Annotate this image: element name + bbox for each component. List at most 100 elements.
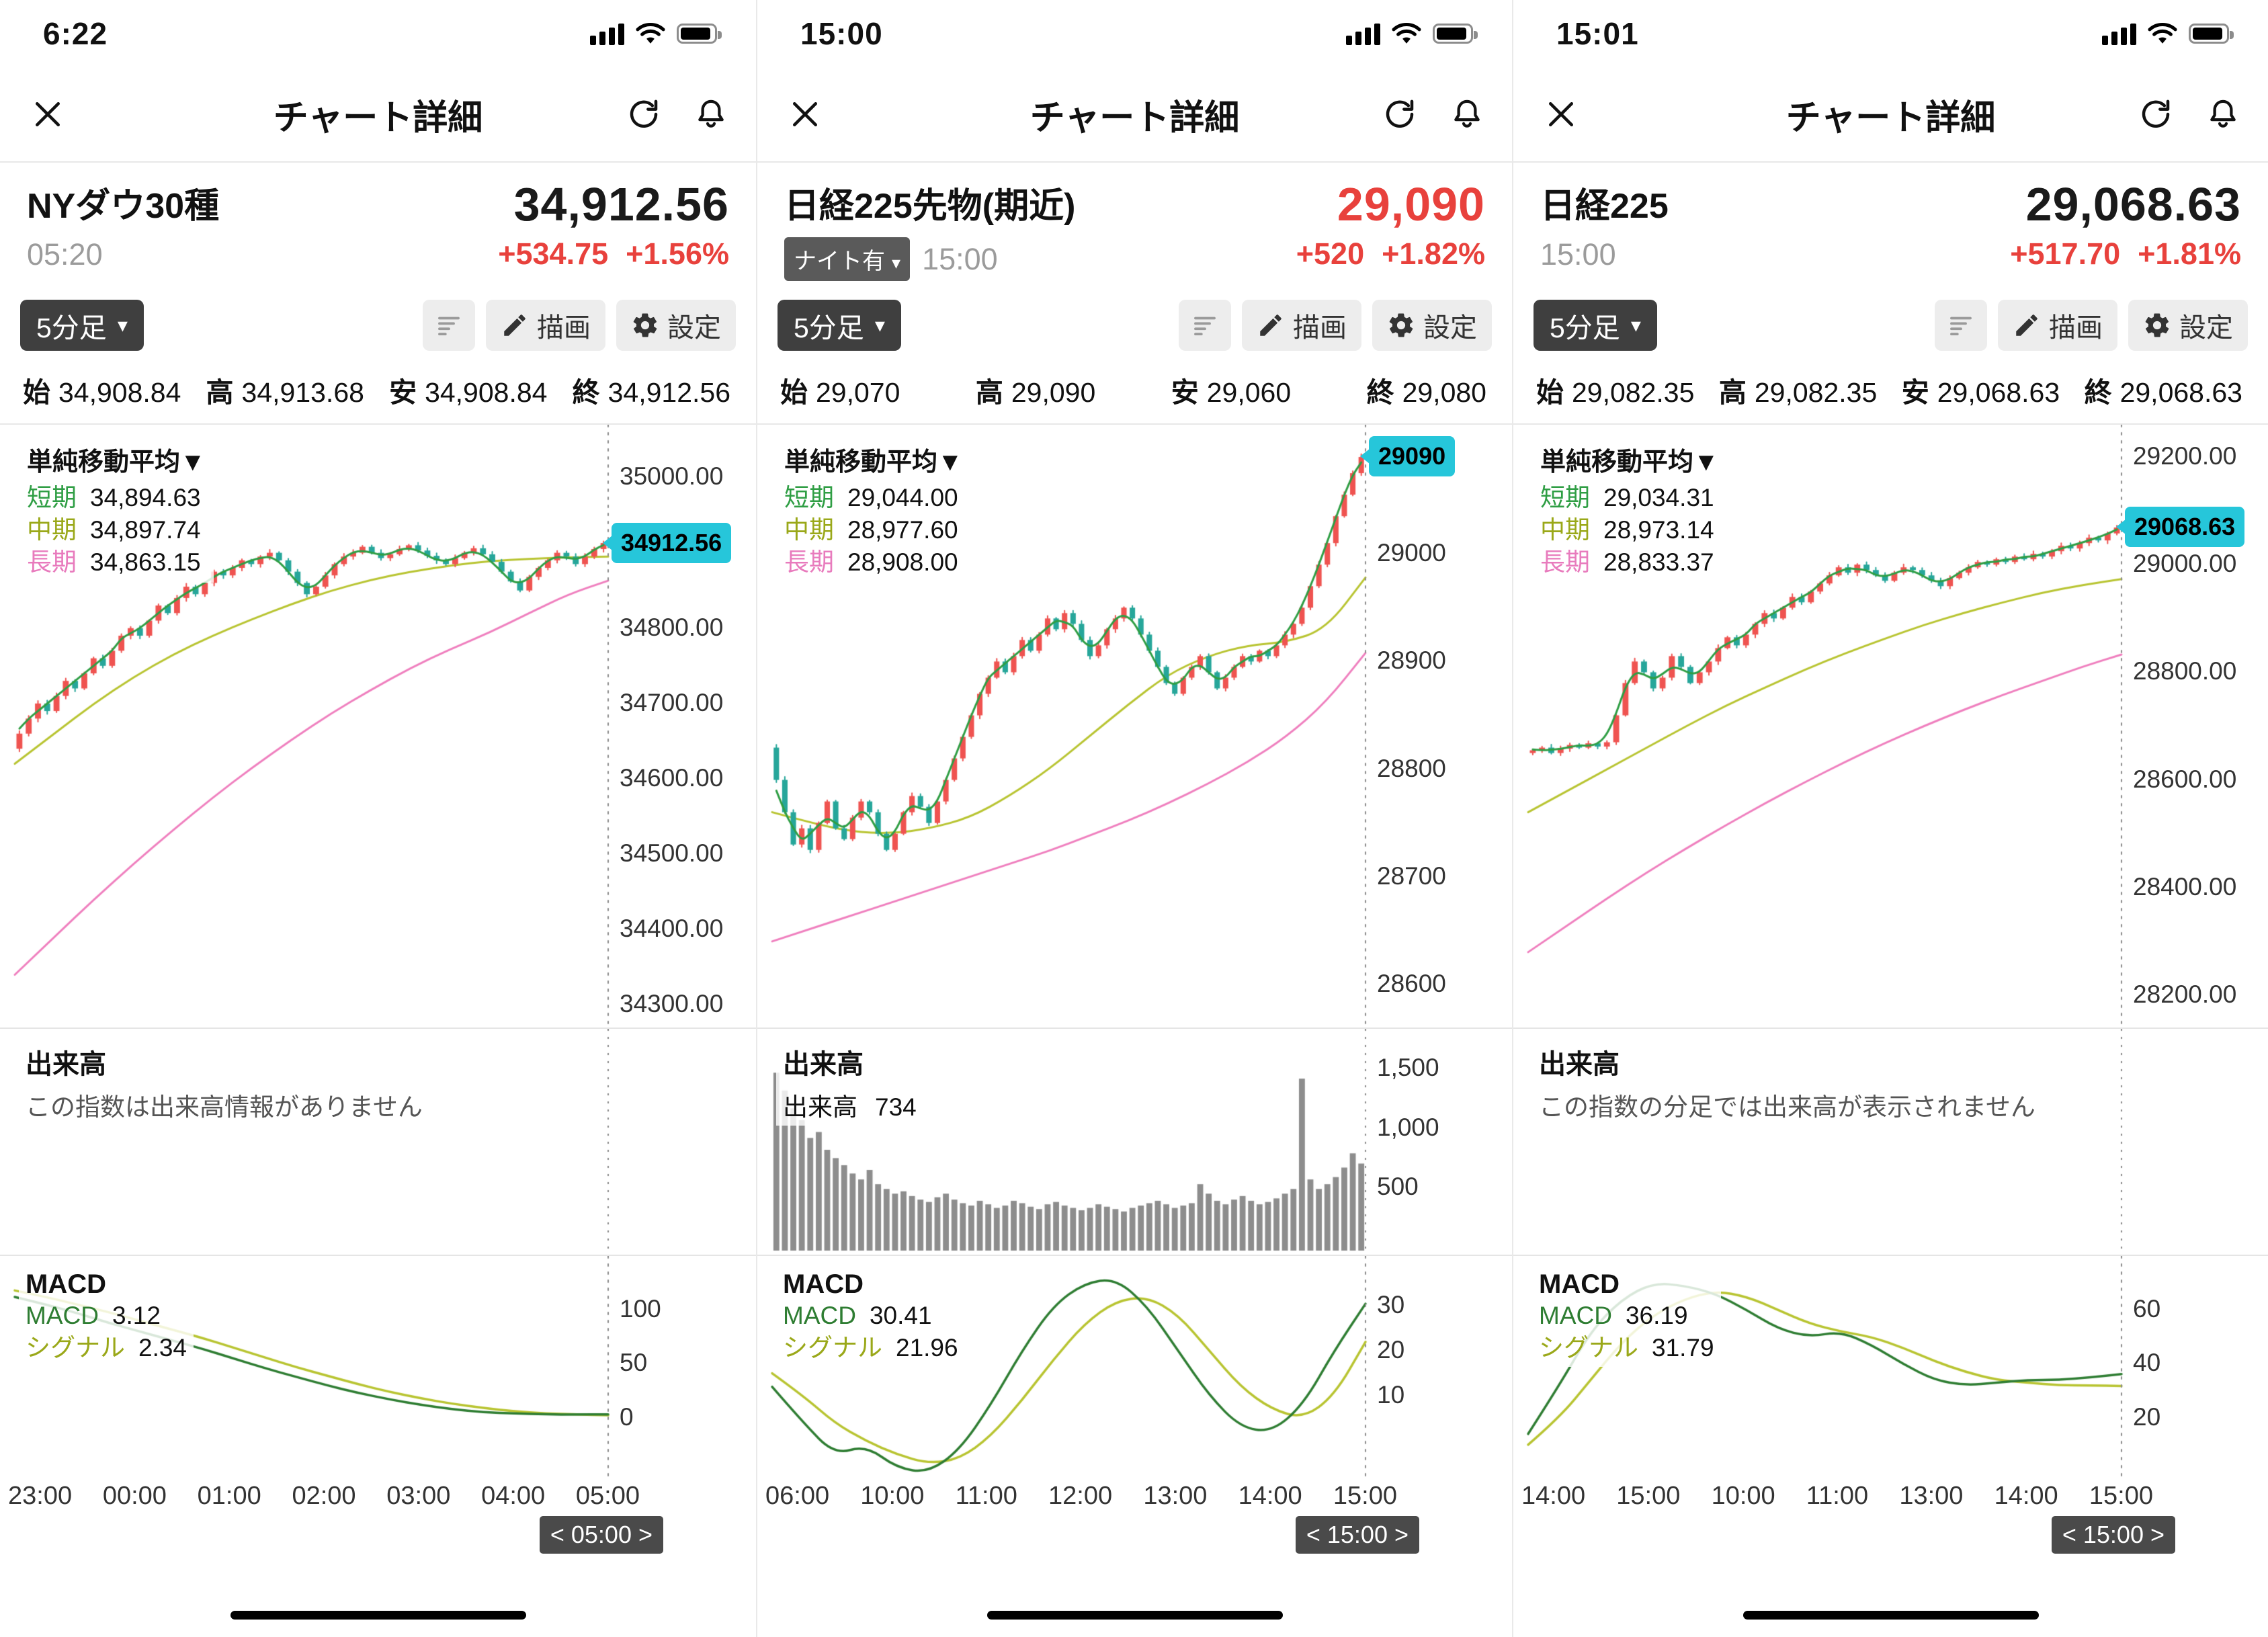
notification-bell-button[interactable]	[2205, 96, 2241, 132]
close-button[interactable]	[787, 96, 823, 132]
timeframe-select[interactable]: 5分足	[778, 300, 901, 351]
axis-label: 34400.00	[620, 915, 724, 943]
high-label: 高	[975, 377, 1003, 408]
status-icons	[1346, 22, 1478, 45]
settings-label: 設定	[1423, 313, 1477, 343]
sma-short-value: 29,044.00	[847, 484, 958, 511]
home-indicator[interactable]	[1742, 1611, 2039, 1620]
refresh-button[interactable]	[1382, 96, 1418, 132]
macd-value: 3.12	[112, 1302, 161, 1329]
night-session-badge[interactable]: ナイト有	[784, 237, 911, 281]
volume-title: 出来高	[26, 1050, 106, 1079]
refresh-button[interactable]	[626, 96, 662, 132]
price-chart[interactable]: 単純移動平均▼ 短期 29,044.00 中期 28,977.60 長期 28,908…	[757, 425, 1512, 1027]
indicator-list-button[interactable]	[1179, 300, 1231, 351]
time-axis: 06:00 10:00 11:00 12:00 13:00 14:00 15:00	[757, 1477, 1397, 1515]
sma-long-label: 長期	[1540, 548, 1590, 577]
notification-bell-button[interactable]	[693, 96, 729, 132]
cellular-signal-icon	[2102, 22, 2136, 45]
draw-button[interactable]: 描画	[1998, 300, 2117, 351]
status-time: 15:01	[1556, 16, 1639, 51]
sma-short-value: 34,894.63	[90, 484, 201, 511]
x-axis-label: 02:00	[292, 1481, 356, 1510]
settings-button[interactable]: 設定	[1372, 300, 1492, 351]
close-value: 29,080	[1402, 377, 1486, 408]
x-axis-label: 23:00	[8, 1481, 73, 1510]
refresh-button[interactable]	[2138, 96, 2174, 132]
home-indicator[interactable]	[986, 1611, 1283, 1620]
status-bar: 6:22	[0, 0, 756, 67]
axis-label: 34500.00	[620, 839, 724, 868]
sma-legend-title[interactable]: 単純移動平均▼	[27, 448, 206, 476]
macd-header: MACD MACD 36.19 シグナル 31.79	[1532, 1267, 1721, 1368]
low-value: 29,060	[1206, 377, 1292, 408]
axis-label: 34700.00	[620, 688, 724, 716]
current-price-badge: 29068.63	[2125, 507, 2245, 548]
time-range-badge[interactable]: < 05:00 >	[539, 1516, 663, 1554]
chart-toolbar: 5分足 描画 設定	[757, 294, 1512, 356]
time-range-badge[interactable]: < 15:00 >	[2051, 1516, 2175, 1554]
price-chart[interactable]: 単純移動平均▼ 短期 34,894.63 中期 34,897.74 長期 34,863…	[0, 425, 756, 1027]
sma-legend-title[interactable]: 単純移動平均▼	[784, 448, 963, 476]
axis-label: 28600.00	[2133, 765, 2237, 793]
price-chart[interactable]: 単純移動平均▼ 短期 29,034.31 中期 28,973.14 長期 28,833…	[1513, 425, 2268, 1027]
macd-chart[interactable]: MACD MACD 3.12 シグナル 2.34 100 50 0	[0, 1255, 756, 1477]
volume-chart[interactable]: 出来高 この指数は出来高情報がありません	[0, 1027, 756, 1255]
pencil-icon	[504, 314, 526, 336]
phone-screen: 15:01 チャート詳細	[1512, 0, 2268, 1637]
time-range-badge[interactable]: < 15:00 >	[1295, 1516, 1419, 1554]
open-value: 29,082.35	[1572, 377, 1695, 408]
volume-message: この指数の分足では出来高が表示されません	[1539, 1093, 2035, 1121]
x-axis-label: 03:00	[386, 1481, 451, 1510]
x-axis-label: 06:00	[765, 1481, 830, 1510]
x-axis-label: 04:00	[481, 1481, 546, 1510]
draw-label: 描画	[537, 313, 591, 343]
sma-mid-label: 中期	[27, 516, 77, 544]
volume-chart[interactable]: 出来高 この指数の分足では出来高が表示されません	[1513, 1027, 2268, 1255]
sma-mid-label: 中期	[1540, 516, 1590, 544]
home-indicator[interactable]	[230, 1611, 526, 1620]
price-change-percent: +1.81%	[2138, 237, 2241, 271]
instrument-name: 日経225先物(期近)	[784, 187, 1076, 226]
macd-title: MACD	[1539, 1269, 1620, 1299]
close-button[interactable]	[1543, 96, 1579, 132]
timeframe-select[interactable]: 5分足	[1534, 300, 1657, 351]
volume-chart[interactable]: 出来高 出来高 734 1,500 1,000 500	[757, 1027, 1512, 1255]
open-label: 始	[1536, 377, 1564, 408]
ohlc-row: 始 29,082.35 高 29,082.35 安 29,068.63 終 29,068…	[1513, 356, 2268, 425]
close-button[interactable]	[30, 96, 66, 132]
macd-chart[interactable]: MACD MACD 36.19 シグナル 31.79 60 40 20	[1513, 1255, 2268, 1477]
macd-header: MACD MACD 30.41 シグナル 21.96	[776, 1267, 965, 1368]
axis-label: 60	[2133, 1295, 2161, 1323]
page-title: チャート詳細	[1030, 98, 1240, 138]
open-label: 始	[23, 377, 50, 408]
close-label: 終	[2084, 377, 2112, 408]
axis-label: 28800	[1377, 754, 1446, 782]
signal-value: 2.34	[138, 1334, 187, 1362]
x-axis-label: 01:00	[197, 1481, 261, 1510]
indicator-list-button[interactable]	[1935, 300, 1987, 351]
low-value: 29,068.63	[1937, 377, 2060, 408]
axis-label: 34800.00	[620, 613, 724, 641]
sma-mid-value: 28,977.60	[847, 516, 958, 544]
sma-long-label: 長期	[784, 548, 834, 577]
x-axis-label: 11:00	[955, 1481, 1017, 1510]
settings-button[interactable]: 設定	[2128, 300, 2248, 351]
axis-label: 28900	[1377, 646, 1446, 675]
notification-bell-button[interactable]	[1449, 96, 1485, 132]
quote-time: 15:00	[1540, 237, 1616, 271]
sma-legend-title[interactable]: 単純移動平均▼	[1540, 448, 1719, 476]
macd-title: MACD	[26, 1269, 106, 1299]
indicator-list-button[interactable]	[423, 300, 475, 351]
volume-value: 734	[875, 1093, 917, 1121]
signal-label: シグナル	[1539, 1334, 1638, 1362]
draw-button[interactable]: 描画	[1242, 300, 1361, 351]
draw-button[interactable]: 描画	[486, 300, 605, 351]
axis-label: 28600	[1377, 969, 1446, 997]
axis-label: 10	[1377, 1381, 1405, 1409]
settings-button[interactable]: 設定	[616, 300, 736, 351]
wifi-icon	[636, 23, 665, 44]
macd-chart[interactable]: MACD MACD 30.41 シグナル 21.96 30 20 10	[757, 1255, 1512, 1477]
timeframe-select[interactable]: 5分足	[20, 300, 144, 351]
quote-time: 05:20	[27, 237, 103, 271]
